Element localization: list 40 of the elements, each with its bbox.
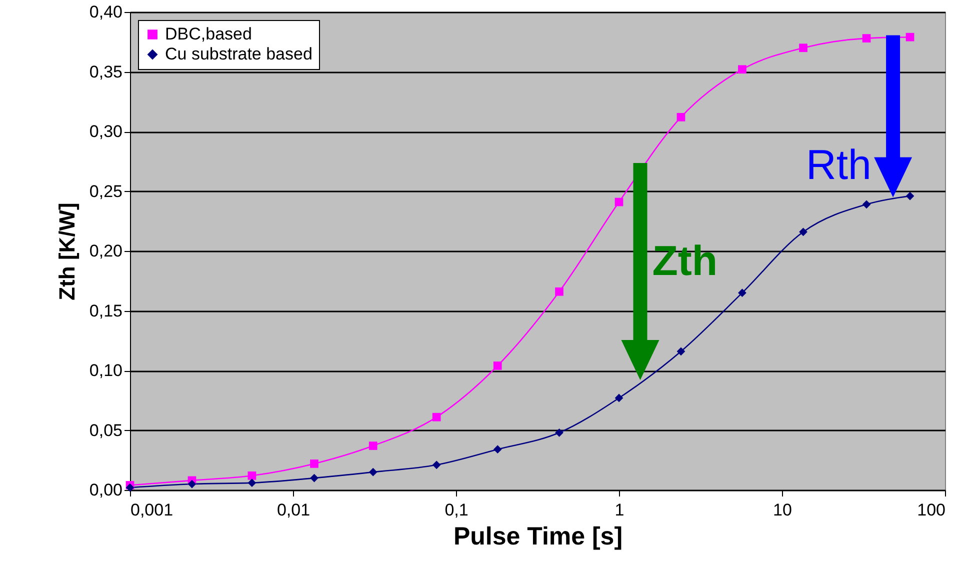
- x-tick-label: 0,1: [444, 500, 468, 520]
- x-tick-label: 100: [917, 500, 946, 520]
- point: [676, 112, 686, 122]
- annotation: Rth: [806, 141, 872, 188]
- y-tick-label: 0,25: [89, 182, 122, 201]
- point: [188, 480, 196, 488]
- point: [738, 288, 746, 298]
- point: [310, 474, 318, 482]
- point: [310, 460, 318, 468]
- x-tick-label: 1: [614, 500, 624, 520]
- point: [432, 460, 441, 470]
- point: [676, 347, 686, 356]
- point: [493, 445, 502, 454]
- y-tick-label: 0,15: [89, 301, 122, 320]
- point: [799, 44, 808, 52]
- point: [555, 287, 564, 296]
- point: [614, 394, 624, 402]
- x-tick-label: 10: [773, 500, 792, 520]
- point: [248, 478, 256, 488]
- legend-label: DBC,based: [165, 24, 252, 44]
- point: [799, 228, 808, 236]
- point: [738, 65, 746, 74]
- legend-label: Cu substrate based: [165, 44, 312, 64]
- point: [248, 471, 256, 480]
- annotation: Zth: [652, 237, 718, 284]
- y-tick-label: 0,40: [89, 2, 122, 22]
- y-tick-label: 0,30: [89, 122, 122, 141]
- point: [555, 428, 564, 437]
- y-tick-label: 0,05: [89, 420, 122, 440]
- y-tick-label: 0,20: [89, 242, 122, 260]
- y-tick-label: 0,10: [89, 361, 122, 380]
- point: [614, 198, 624, 206]
- point: [432, 412, 441, 422]
- x-axis-title: Pulse Time [s]: [453, 522, 623, 550]
- point: [493, 362, 502, 370]
- y-tick-label: 0,35: [89, 62, 122, 82]
- y-tick-label: 0,00: [89, 480, 122, 500]
- x-tick-label: 0,001: [130, 500, 174, 520]
- x-tick-label: 0,01: [276, 500, 310, 520]
- y-axis-title: Zth [K/W]: [54, 202, 80, 300]
